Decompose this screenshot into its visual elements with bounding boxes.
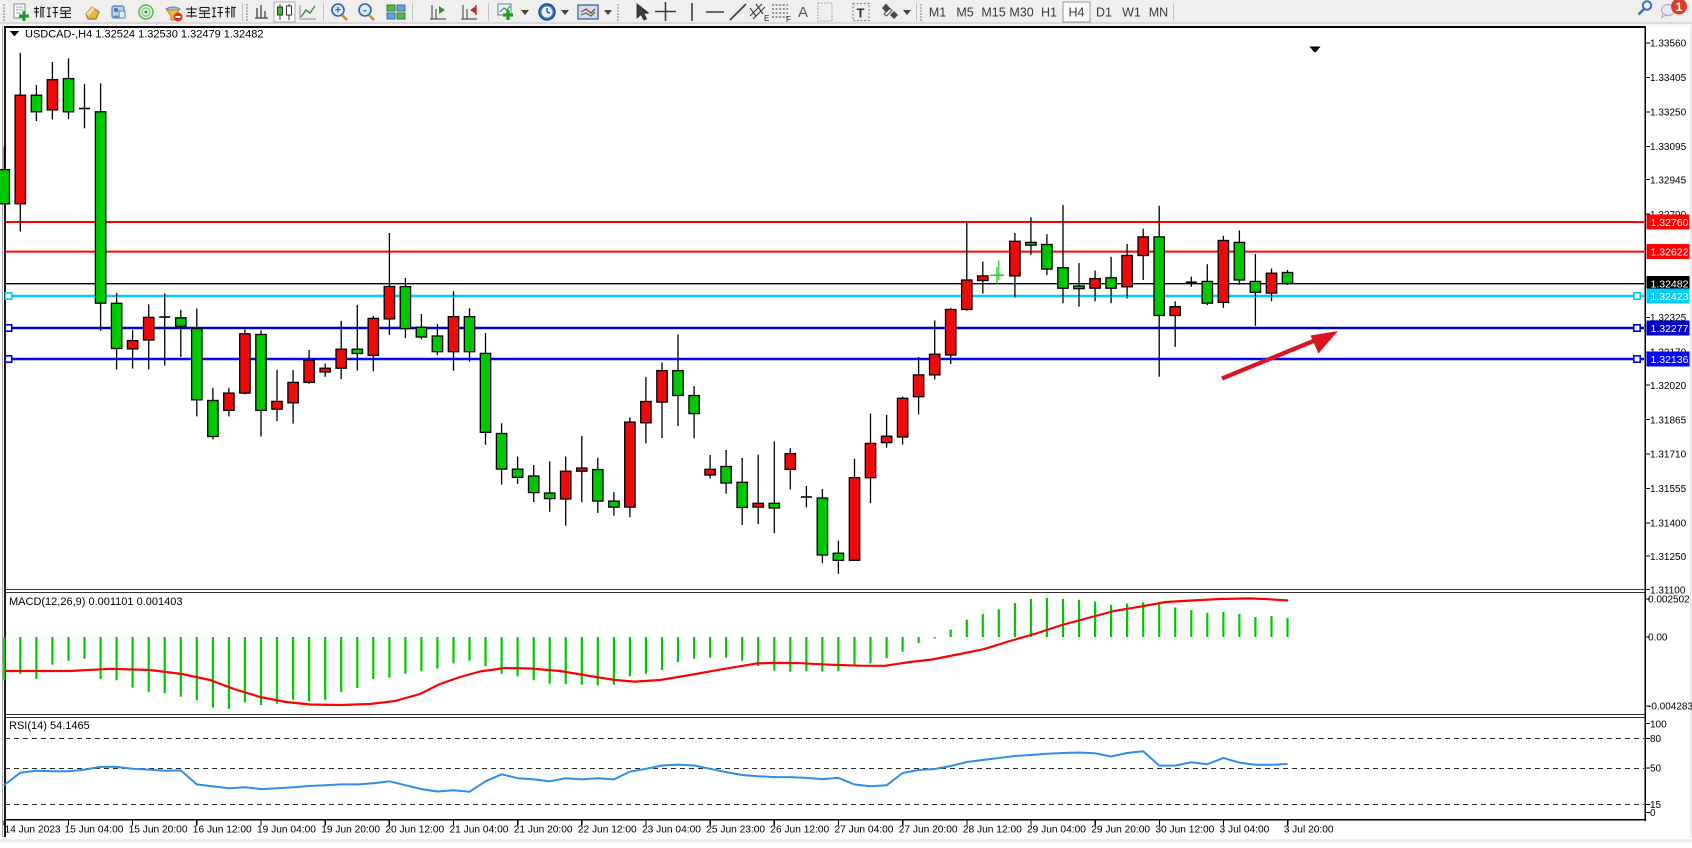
svg-text:1.31555: 1.31555 (1650, 484, 1687, 495)
svg-text:+: + (335, 5, 341, 17)
svg-text:1.31400: 1.31400 (1650, 519, 1687, 530)
svg-text:30 Jun 12:00: 30 Jun 12:00 (1155, 825, 1214, 836)
svg-text:50: 50 (1650, 764, 1662, 775)
svg-text:M1: M1 (929, 6, 946, 20)
svg-text:H4: H4 (1069, 6, 1085, 20)
svg-text:M5: M5 (956, 6, 973, 20)
svg-text:1.32945: 1.32945 (1650, 175, 1687, 186)
svg-text:1.32760: 1.32760 (1651, 217, 1689, 229)
svg-text:1.31865: 1.31865 (1650, 415, 1687, 426)
svg-text:1.33405: 1.33405 (1650, 73, 1687, 84)
svg-text:1.33560: 1.33560 (1650, 39, 1687, 50)
svg-text:19 Jun 04:00: 19 Jun 04:00 (257, 825, 316, 836)
svg-text:MN: MN (1149, 6, 1168, 20)
svg-text:MACD(12,26,9) 0.001101 0.00140: MACD(12,26,9) 0.001101 0.001403 (9, 596, 182, 608)
svg-text:USDCAD-,H4 1.32524 1.32530 1.: USDCAD-,H4 1.32524 1.32530 1.32479 1.324… (25, 29, 264, 41)
svg-text:1.32482: 1.32482 (1651, 279, 1689, 291)
svg-text:27 Jun 20:00: 27 Jun 20:00 (899, 825, 958, 836)
svg-text:1.32020: 1.32020 (1650, 381, 1687, 392)
svg-text:0.002502: 0.002502 (1648, 595, 1690, 606)
svg-text:16 Jun 12:00: 16 Jun 12:00 (193, 825, 252, 836)
svg-text:1: 1 (1676, 0, 1683, 14)
svg-text:19 Jun 20:00: 19 Jun 20:00 (321, 825, 380, 836)
svg-text:1.32136: 1.32136 (1651, 354, 1689, 366)
svg-text:E: E (764, 14, 769, 23)
svg-text:1.32277: 1.32277 (1651, 323, 1689, 335)
svg-text:3 Jul 20:00: 3 Jul 20:00 (1284, 825, 1334, 836)
svg-text:A: A (798, 4, 808, 21)
svg-text:21 Jun 20:00: 21 Jun 20:00 (514, 825, 573, 836)
svg-text:26 Jun 12:00: 26 Jun 12:00 (770, 825, 829, 836)
svg-text:-0.004283: -0.004283 (1648, 702, 1692, 713)
svg-text:RSI(14) 54.1465: RSI(14) 54.1465 (9, 720, 90, 732)
svg-text:0: 0 (1650, 808, 1656, 819)
svg-text:20 Jun 12:00: 20 Jun 12:00 (385, 825, 444, 836)
svg-text:0.00: 0.00 (1648, 633, 1668, 644)
svg-text:3 Jul 04:00: 3 Jul 04:00 (1220, 825, 1270, 836)
svg-text:15 Jun 20:00: 15 Jun 20:00 (129, 825, 188, 836)
svg-text:D1: D1 (1096, 6, 1112, 20)
svg-text:1.31710: 1.31710 (1650, 450, 1687, 461)
svg-text:14 Jun 2023: 14 Jun 2023 (5, 825, 61, 836)
svg-text:22 Jun 12:00: 22 Jun 12:00 (578, 825, 637, 836)
svg-text:27 Jun 04:00: 27 Jun 04:00 (835, 825, 894, 836)
svg-text:1.32325: 1.32325 (1650, 313, 1687, 324)
svg-text:F: F (786, 15, 791, 24)
svg-text:25 Jun 23:00: 25 Jun 23:00 (706, 825, 765, 836)
svg-text:100: 100 (1650, 719, 1667, 730)
svg-text:1.33250: 1.33250 (1650, 108, 1687, 119)
svg-text:23 Jun 04:00: 23 Jun 04:00 (642, 825, 701, 836)
svg-text:W1: W1 (1122, 6, 1141, 20)
svg-text:29 Jun 20:00: 29 Jun 20:00 (1091, 825, 1150, 836)
svg-text:28 Jun 12:00: 28 Jun 12:00 (963, 825, 1022, 836)
svg-text:M30: M30 (1009, 6, 1033, 20)
svg-text:80: 80 (1650, 734, 1662, 745)
svg-text:21 Jun 04:00: 21 Jun 04:00 (450, 825, 509, 836)
svg-text:T: T (857, 6, 865, 21)
svg-text:29 Jun 04:00: 29 Jun 04:00 (1027, 825, 1086, 836)
svg-text:-: - (363, 5, 367, 17)
svg-text:15 Jun 04:00: 15 Jun 04:00 (65, 825, 124, 836)
svg-text:H1: H1 (1041, 6, 1057, 20)
svg-text:15: 15 (1650, 800, 1662, 811)
svg-text:M15: M15 (981, 6, 1005, 20)
svg-text:1.33095: 1.33095 (1650, 142, 1687, 153)
svg-text:1.31250: 1.31250 (1650, 552, 1687, 563)
svg-text:1.31100: 1.31100 (1650, 585, 1686, 596)
svg-text:1.32622: 1.32622 (1651, 247, 1689, 259)
svg-text:1.32423: 1.32423 (1651, 291, 1689, 303)
